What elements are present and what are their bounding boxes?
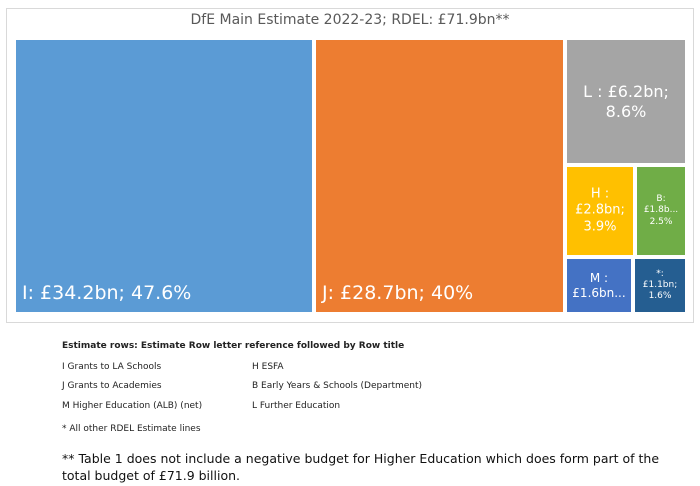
treemap-tile-label: H : £2.8bn; 3.9% xyxy=(575,186,625,235)
legend-item: I Grants to LA Schools xyxy=(62,362,162,372)
treemap-tile-b: B: £1.8b... 2.5% xyxy=(635,165,687,257)
footnote-higher-education: ** Table 1 does not include a negative b… xyxy=(62,451,660,483)
legend-item: H ESFA xyxy=(252,362,284,372)
legend-item: L Further Education xyxy=(252,401,341,411)
treemap-tile-label: J: £28.7bn; 40% xyxy=(322,282,474,305)
legend-item: J Grants to Academies xyxy=(62,381,162,391)
legend-item: B Early Years & Schools (Department) xyxy=(252,381,423,391)
treemap-tile-m: M : £1.6bn... xyxy=(565,257,633,314)
chart-title: DfE Main Estimate 2022-23; RDEL: £71.9bn… xyxy=(190,12,510,28)
treemap-tile-i: I: £34.2bn; 47.6% xyxy=(14,38,314,314)
footnote-other-lines: * All other RDEL Estimate lines xyxy=(62,424,201,434)
treemap-tile-label: L : £6.2bn; 8.6% xyxy=(583,81,669,121)
treemap-tile-label: B: £1.8b... 2.5% xyxy=(643,194,679,227)
treemap-tile-label: M : £1.6bn... xyxy=(572,270,626,300)
treemap-tile-other: *: £1.1bn; 1.6% xyxy=(633,257,687,314)
treemap-tile-label: I: £34.2bn; 47.6% xyxy=(22,282,192,305)
treemap-tile-label: *: £1.1bn; 1.6% xyxy=(642,268,678,302)
legend-item: M Higher Education (ALB) (net) xyxy=(62,401,203,411)
treemap-tile-l: L : £6.2bn; 8.6% xyxy=(565,38,687,165)
legend-title: Estimate rows: Estimate Row letter refer… xyxy=(62,341,405,351)
treemap-chart: I: £34.2bn; 47.6% J: £28.7bn; 40% L : £6.2… xyxy=(14,38,687,314)
treemap-tile-j: J: £28.7bn; 40% xyxy=(314,38,565,314)
treemap-tile-h: H : £2.8bn; 3.9% xyxy=(565,165,635,257)
